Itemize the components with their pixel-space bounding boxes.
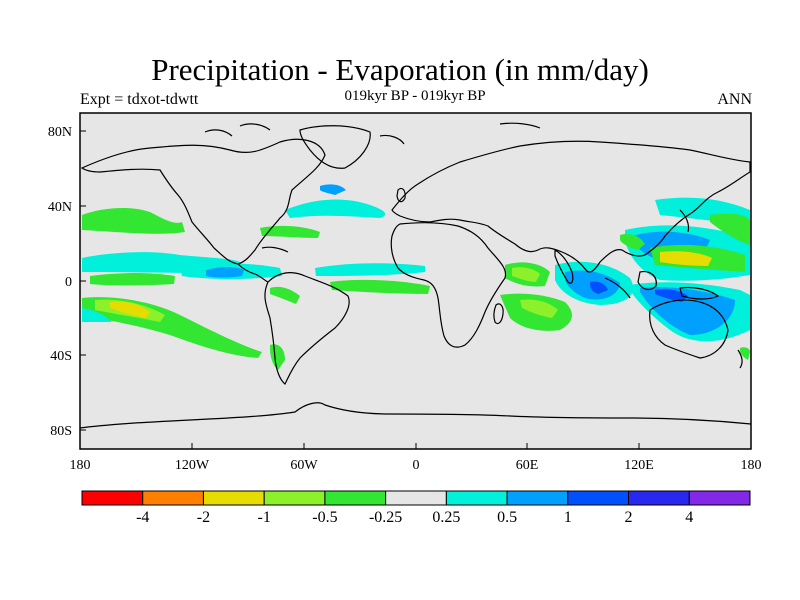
coast-central-america: [237, 263, 269, 283]
contour-west-pacific-yellow: [660, 251, 712, 266]
coast-madagascar: [493, 303, 504, 325]
colorbar-swatch: [567, 490, 630, 506]
lon-tick-label: 60W: [290, 458, 318, 473]
lon-tick-label: 180: [741, 458, 762, 473]
coast-india: [554, 248, 574, 284]
coast-north-america: [80, 138, 326, 265]
contour-arabian-sea-lightgreen: [512, 267, 540, 282]
coast-borneo: [637, 271, 657, 291]
lon-tick-label: 120W: [175, 458, 210, 473]
colorbar-label: 0.25: [432, 509, 460, 526]
colorbar-label: 2: [625, 509, 633, 526]
colorbar-swatch: [445, 490, 508, 506]
coast-south-america: [264, 272, 350, 385]
lon-tick-label: 180: [70, 458, 91, 473]
coast-australia: [649, 299, 729, 359]
period-label: 019kyr BP - 019kyr BP: [344, 88, 486, 104]
season-label: ANN: [717, 91, 752, 108]
colorbar-label: -1: [258, 509, 271, 526]
colorbar-swatch: [506, 490, 569, 506]
contour-atlantic-green: [330, 279, 430, 294]
contour-east-asia-green: [620, 234, 645, 250]
colorbar-label: 1: [564, 509, 572, 526]
contour-south-america-green: [270, 344, 285, 370]
coast-africa: [390, 222, 507, 348]
colorbar-swatch: [142, 490, 204, 506]
coast-new-zealand: [737, 349, 743, 369]
colorbar-swatch: [202, 490, 265, 506]
colorbar-label: 0.5: [497, 509, 517, 526]
lon-tick-label: 0: [413, 458, 420, 473]
lon-tick-labels: 180 120W 60W 0 60E 120E 180: [70, 458, 762, 473]
lat-tick-labels: 80N 40N 0 40S 80S: [48, 125, 72, 439]
contour-far-west-pacific-green: [710, 213, 750, 245]
colorbar-swatch: [385, 490, 447, 506]
contour-sh-high-lat-green: [740, 347, 750, 360]
coast-uk: [396, 187, 406, 203]
contour-maritime-blue: [640, 287, 735, 335]
colorbar-swatch: [628, 490, 690, 506]
contour-south-pacific-yellow: [110, 301, 150, 318]
colorbar-label: -0.5: [312, 509, 337, 526]
contour-north-pacific-green: [82, 208, 185, 234]
lon-tick-label: 60E: [516, 458, 539, 473]
colorbar-label: 4: [685, 509, 693, 526]
lon-tick-label: 120E: [624, 458, 654, 473]
colorbar-label: -0.25: [369, 509, 402, 526]
contour-south-atlantic-green: [270, 286, 300, 304]
coast-japan: [679, 209, 690, 233]
contour-south-pacific-cyan: [82, 308, 112, 322]
contour-eq-indian-darkblue: [590, 281, 608, 294]
contour-pacific-green-eq: [90, 273, 175, 286]
map-panel: 180 120W 60W 0 60E 120E 180 80N 40N 0 40…: [48, 112, 762, 473]
coast-arctic-islands: [204, 122, 541, 145]
coast-greenland: [299, 125, 371, 169]
colorbar-label: -4: [136, 509, 149, 526]
colorbar-swatch: [263, 490, 326, 506]
map-title: Precipitation - Evaporation (in mm/day): [151, 52, 649, 87]
contour-east-pacific-blue: [206, 267, 244, 278]
contour-north-atlantic-cyan: [285, 199, 386, 218]
lat-tick-label: 0: [65, 275, 72, 290]
contour-north-atlantic-blue: [320, 184, 346, 195]
contour-indian-ocean-lightgreen: [520, 299, 558, 318]
coastlines: [79, 122, 752, 429]
colorbar-swatch: [324, 490, 387, 506]
colorbar-swatch: [688, 490, 751, 506]
contour-north-atlantic-green: [260, 225, 320, 238]
experiment-label: Expt = tdxot-tdwtt: [80, 91, 199, 108]
coast-sumatra: [604, 277, 631, 299]
coast-eurasia: [391, 140, 751, 273]
map-background: [80, 113, 751, 449]
colorbar-swatch: [81, 490, 144, 506]
contour-maritime-darkblue: [655, 289, 688, 302]
coast-antarctica: [79, 402, 752, 429]
lat-tick-label: 80N: [48, 125, 72, 140]
lat-tick-label: 40S: [50, 349, 72, 364]
coast-new-guinea: [679, 286, 720, 300]
map-tick-marks: [79, 130, 752, 449]
colorbar: -4 -2 -1 -0.5 -0.25 0.25 0.5 1 2 4: [81, 490, 751, 526]
lat-tick-label: 40N: [48, 200, 72, 215]
coast-caribbean: [261, 246, 289, 253]
lat-tick-label: 80S: [50, 424, 72, 439]
colorbar-label: -2: [197, 509, 210, 526]
